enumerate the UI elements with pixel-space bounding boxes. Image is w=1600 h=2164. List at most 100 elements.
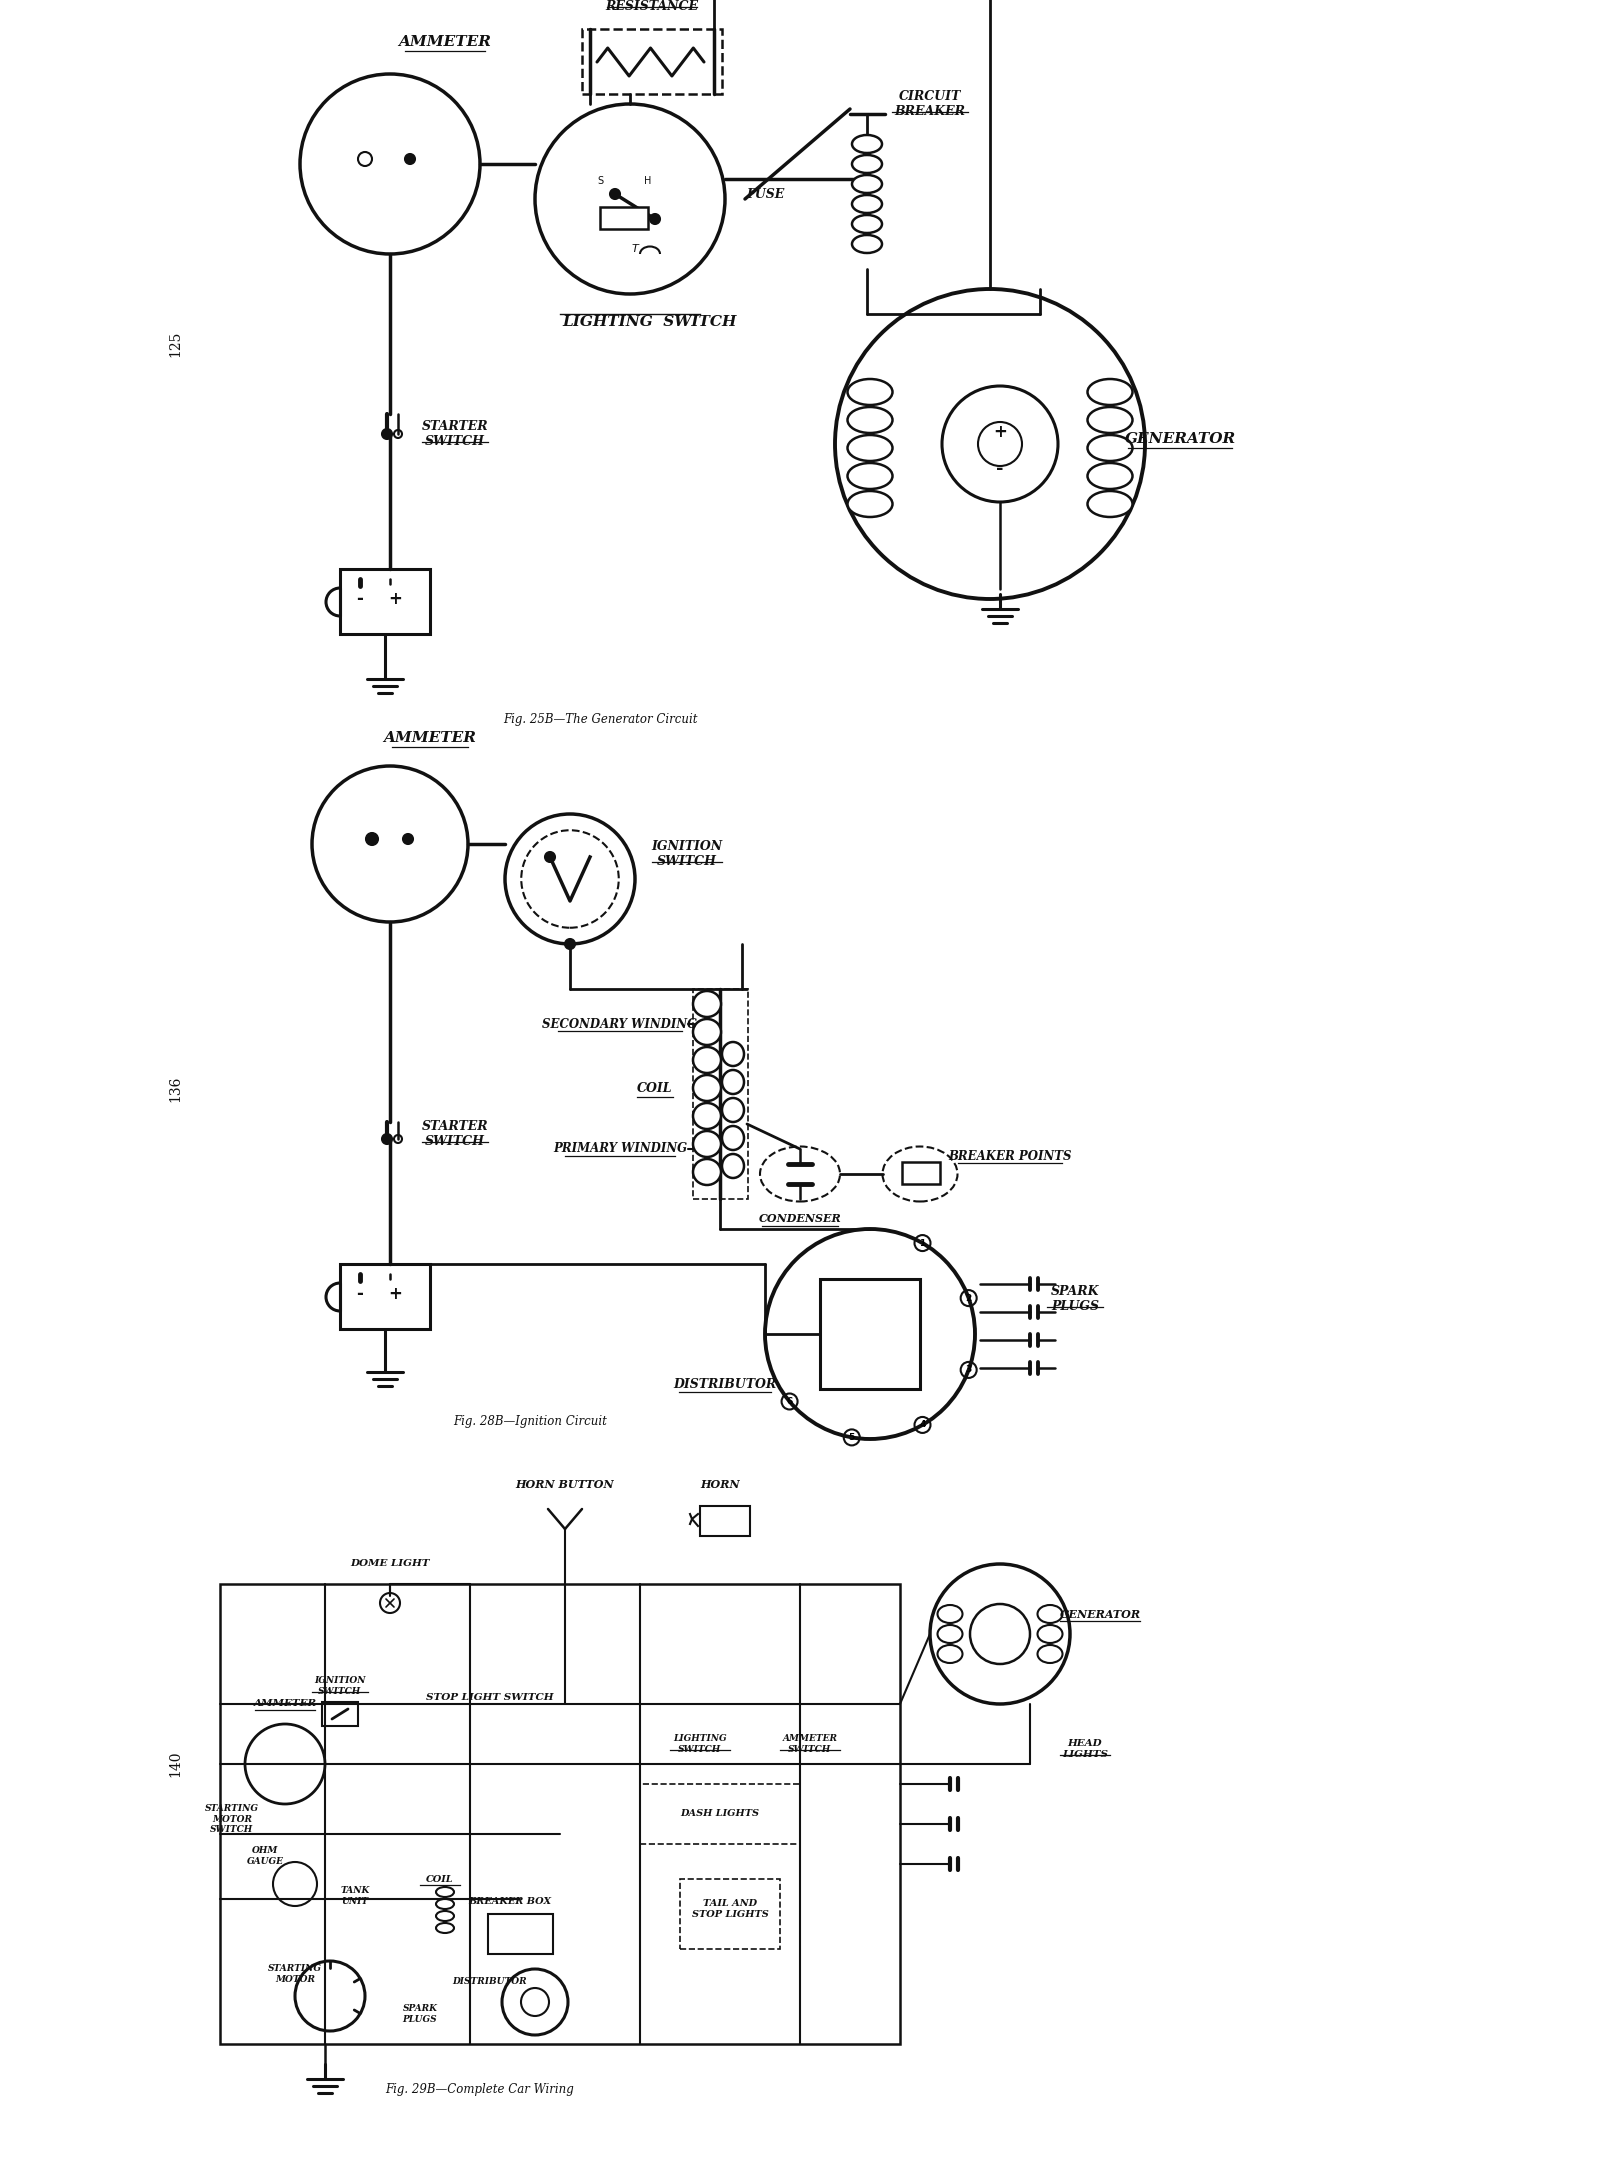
- Bar: [600, 208, 648, 229]
- Text: -: -: [997, 461, 1003, 478]
- Circle shape: [403, 833, 413, 844]
- Text: COIL: COIL: [637, 1082, 672, 1095]
- Text: HEAD
LIGHTS: HEAD LIGHTS: [1062, 1740, 1107, 1759]
- Text: FIELD
RESISTANCE: FIELD RESISTANCE: [605, 0, 699, 13]
- Bar: [339, 569, 430, 634]
- Text: -: -: [357, 591, 363, 608]
- Ellipse shape: [1088, 407, 1133, 433]
- Text: SPARK
PLUGS: SPARK PLUGS: [403, 2004, 437, 2023]
- Circle shape: [546, 853, 555, 861]
- Text: CIRCUIT
BREAKER: CIRCUIT BREAKER: [894, 91, 965, 119]
- Text: STOP LIGHT SWITCH: STOP LIGHT SWITCH: [426, 1692, 554, 1701]
- Circle shape: [405, 154, 414, 164]
- Ellipse shape: [722, 1069, 744, 1095]
- Ellipse shape: [848, 435, 893, 461]
- Ellipse shape: [1088, 491, 1133, 517]
- Ellipse shape: [722, 1153, 744, 1177]
- Circle shape: [382, 1134, 392, 1145]
- Text: DASH LIGHTS: DASH LIGHTS: [680, 1809, 760, 1818]
- Bar: [582, 28, 722, 93]
- Text: 4: 4: [920, 1420, 926, 1430]
- Ellipse shape: [435, 1924, 454, 1932]
- Ellipse shape: [693, 1047, 722, 1073]
- Text: PRIMARY WINDING: PRIMARY WINDING: [554, 1143, 686, 1156]
- Text: 136: 136: [168, 1076, 182, 1101]
- Text: 2: 2: [965, 1294, 971, 1303]
- Bar: [819, 1279, 920, 1389]
- Ellipse shape: [848, 491, 893, 517]
- Text: GENERATOR: GENERATOR: [1059, 1608, 1141, 1619]
- Ellipse shape: [1037, 1606, 1062, 1623]
- Text: DISTRIBUTOR: DISTRIBUTOR: [453, 1976, 528, 1987]
- Ellipse shape: [693, 991, 722, 1017]
- Ellipse shape: [938, 1645, 963, 1662]
- Text: DOME LIGHT: DOME LIGHT: [350, 1560, 430, 1569]
- Ellipse shape: [722, 1097, 744, 1121]
- Text: COIL: COIL: [426, 1874, 454, 1883]
- Ellipse shape: [1088, 435, 1133, 461]
- Ellipse shape: [693, 1104, 722, 1130]
- Ellipse shape: [851, 195, 882, 212]
- Text: LIGHTING  SWITCH: LIGHTING SWITCH: [563, 316, 738, 329]
- Text: H: H: [645, 175, 651, 186]
- Ellipse shape: [851, 214, 882, 234]
- Text: 140: 140: [168, 1751, 182, 1777]
- Text: IGNITION
SWITCH: IGNITION SWITCH: [651, 840, 723, 868]
- Text: STARTING
MOTOR: STARTING MOTOR: [269, 1965, 322, 1984]
- Text: GENERATOR: GENERATOR: [1125, 433, 1235, 446]
- Text: STARTING
MOTOR
SWITCH: STARTING MOTOR SWITCH: [205, 1805, 259, 1833]
- Ellipse shape: [435, 1887, 454, 1898]
- Text: DISTRIBUTOR: DISTRIBUTOR: [674, 1378, 776, 1391]
- Ellipse shape: [851, 175, 882, 193]
- Ellipse shape: [693, 1076, 722, 1101]
- Text: OHM
GAUGE: OHM GAUGE: [246, 1846, 283, 1865]
- Text: +: +: [389, 591, 402, 608]
- Bar: [221, 1584, 899, 2045]
- Text: 5: 5: [848, 1433, 854, 1441]
- Ellipse shape: [435, 1900, 454, 1909]
- Text: FUSE: FUSE: [746, 188, 784, 201]
- Text: TAIL AND
STOP LIGHTS: TAIL AND STOP LIGHTS: [691, 1900, 768, 1919]
- Text: 3: 3: [965, 1365, 971, 1374]
- Ellipse shape: [938, 1606, 963, 1623]
- Ellipse shape: [435, 1911, 454, 1922]
- Text: +: +: [994, 422, 1006, 441]
- Text: BREAKER POINTS: BREAKER POINTS: [949, 1149, 1072, 1162]
- Ellipse shape: [722, 1125, 744, 1149]
- Text: 6: 6: [787, 1398, 792, 1407]
- Ellipse shape: [693, 1019, 722, 1045]
- Text: +: +: [389, 1285, 402, 1303]
- Text: Fig. 25B—The Generator Circuit: Fig. 25B—The Generator Circuit: [502, 712, 698, 725]
- Text: 125: 125: [168, 331, 182, 357]
- Text: STARTER
SWITCH: STARTER SWITCH: [422, 420, 488, 448]
- Text: LIGHTING
SWITCH: LIGHTING SWITCH: [674, 1733, 726, 1753]
- Text: Fig. 29B—Complete Car Wiring: Fig. 29B—Complete Car Wiring: [386, 2082, 574, 2095]
- Text: Fig. 28B—Ignition Circuit: Fig. 28B—Ignition Circuit: [453, 1415, 606, 1428]
- Text: HORN BUTTON: HORN BUTTON: [515, 1478, 614, 1489]
- Ellipse shape: [938, 1625, 963, 1642]
- Text: S: S: [597, 175, 603, 186]
- Circle shape: [610, 188, 621, 199]
- Bar: [680, 1878, 781, 1950]
- Text: STARTER
SWITCH: STARTER SWITCH: [422, 1121, 488, 1147]
- Text: AMMETER: AMMETER: [398, 35, 491, 50]
- Text: T: T: [632, 245, 638, 253]
- Circle shape: [565, 939, 574, 950]
- Text: IGNITION
SWITCH: IGNITION SWITCH: [314, 1677, 366, 1697]
- Ellipse shape: [848, 379, 893, 405]
- Circle shape: [650, 214, 661, 225]
- Circle shape: [382, 428, 392, 439]
- Text: SECONDARY WINDING: SECONDARY WINDING: [542, 1017, 698, 1030]
- Text: -: -: [357, 1285, 363, 1303]
- Ellipse shape: [851, 156, 882, 173]
- Ellipse shape: [1037, 1625, 1062, 1642]
- Bar: [701, 1506, 750, 1536]
- Bar: [322, 1703, 358, 1727]
- Ellipse shape: [1088, 463, 1133, 489]
- Text: 1: 1: [920, 1238, 926, 1249]
- Bar: [488, 1913, 554, 1954]
- Ellipse shape: [693, 1160, 722, 1186]
- Bar: [640, 1783, 800, 1844]
- Ellipse shape: [848, 407, 893, 433]
- Ellipse shape: [1088, 379, 1133, 405]
